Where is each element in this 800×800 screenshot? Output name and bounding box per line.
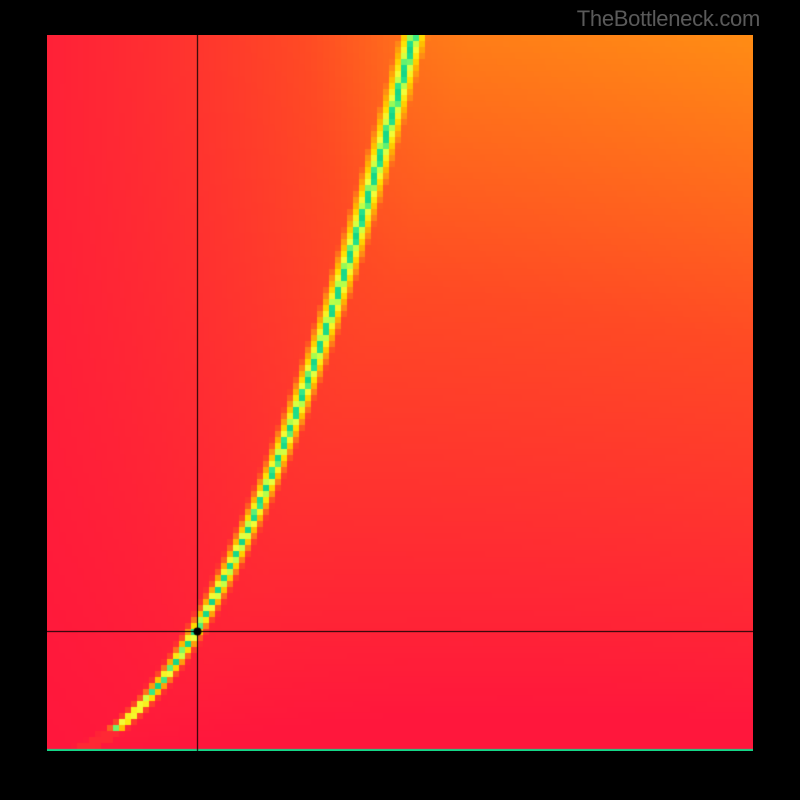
chart-container: TheBottleneck.com: [0, 0, 800, 800]
heatmap-plot: [47, 35, 753, 751]
heatmap-canvas: [47, 35, 753, 751]
watermark-text: TheBottleneck.com: [577, 6, 760, 32]
